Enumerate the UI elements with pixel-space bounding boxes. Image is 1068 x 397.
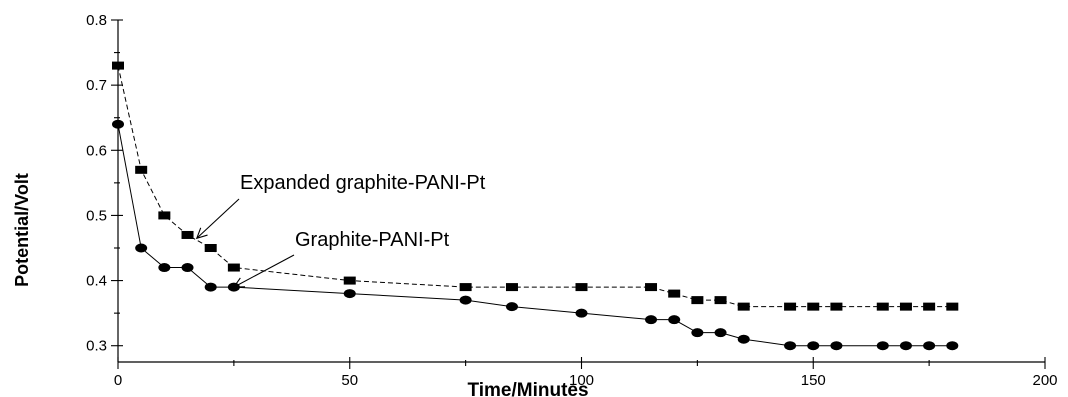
expanded-graphite-data-point (714, 296, 727, 305)
graphite-data-point (668, 315, 681, 325)
graphite-data-point (807, 341, 820, 351)
expanded-graphite-data-point (112, 61, 124, 70)
graphite-data-point (899, 341, 912, 351)
graphite-data-point (714, 328, 727, 338)
graphite-data-point (737, 334, 750, 344)
y-tick-label: 0.5 (86, 207, 107, 224)
expanded-graphite-data-point (899, 302, 912, 311)
expanded-graphite-data-point (227, 263, 240, 272)
graphite-data-point (923, 341, 936, 351)
x-tick-label: 150 (801, 372, 826, 389)
graphite-annotation-label: Graphite-PANI-Pt (295, 229, 450, 251)
expanded-graphite-data-point (343, 276, 356, 285)
x-tick-label: 0 (114, 372, 122, 389)
graphite-data-point (459, 295, 472, 305)
y-tick-label: 0.7 (86, 77, 107, 94)
expanded-graphite-data-point (691, 296, 704, 305)
x-axis-title: Time/Minutes (467, 380, 588, 397)
graphite-data-point (158, 263, 171, 273)
x-tick-label: 200 (1032, 372, 1057, 389)
y-tick-label: 0.6 (86, 142, 107, 159)
expanded-graphite-data-point (505, 283, 518, 292)
graphite-data-point (784, 341, 797, 351)
expanded-graphite-data-point (668, 289, 681, 298)
graphite-data-point (575, 308, 588, 318)
graphite-arrowhead (232, 277, 246, 288)
expanded-graphite-data-point (807, 302, 820, 311)
expanded-graphite-data-point (923, 302, 936, 311)
graphite-data-point (135, 243, 148, 253)
expanded-graphite-annotation-label: Expanded graphite-PANI-Pt (240, 172, 486, 194)
expanded-graphite-annotation-arrow (196, 198, 240, 239)
graphite-data-point (112, 119, 124, 129)
series-layer (112, 61, 959, 351)
annotation-layer: Expanded graphite-PANI-Pt Graphite-PANI-P… (195, 172, 486, 288)
graphite-data-point (204, 282, 217, 292)
expanded-graphite-data-point (181, 230, 194, 239)
expanded-graphite-data-point (830, 302, 843, 311)
graphite-series-line (117, 124, 953, 347)
expanded-graphite-data-point (946, 302, 959, 311)
graphite-data-point (830, 341, 843, 351)
axes-layer: 0.3 0.4 0.5 0.6 0.7 0.8 0 50 100 150 200 (86, 12, 1057, 389)
graphite-data-point (181, 263, 194, 273)
y-tick-label: 0.4 (86, 273, 107, 290)
y-tick-label: 0.8 (86, 12, 107, 29)
y-axis-title: Potential/Volt (12, 173, 32, 287)
expanded-graphite-data-point (645, 283, 658, 292)
graphite-data-point (691, 328, 704, 338)
graphite-data-point (946, 341, 959, 351)
expanded-graphite-data-point (876, 302, 889, 311)
expanded-graphite-data-point (204, 244, 217, 252)
y-tick-label: 0.3 (86, 338, 107, 355)
expanded-graphite-series-line (117, 65, 953, 308)
graphite-data-point (645, 315, 658, 325)
graphite-data-point (876, 341, 889, 351)
graphite-data-point (343, 289, 356, 299)
x-tick-label: 100 (569, 372, 594, 389)
expanded-graphite-data-point (784, 302, 797, 311)
expanded-graphite-data-point (158, 211, 171, 220)
expanded-graphite-arrowhead (195, 227, 208, 240)
x-tick-label: 50 (341, 372, 358, 389)
expanded-graphite-data-point (737, 302, 750, 311)
graphite-annotation-arrow (233, 254, 295, 288)
expanded-graphite-data-point (575, 283, 588, 292)
expanded-graphite-data-point (459, 283, 472, 292)
graphite-data-point (505, 302, 518, 312)
expanded-graphite-data-point (135, 165, 148, 174)
